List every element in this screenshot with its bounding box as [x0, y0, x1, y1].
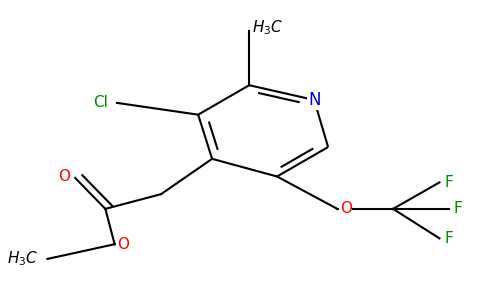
Text: N: N: [308, 91, 320, 109]
Text: O: O: [59, 169, 71, 184]
Text: F: F: [444, 231, 453, 246]
Text: F: F: [444, 175, 453, 190]
Text: O: O: [340, 201, 352, 216]
Text: $H_3C$: $H_3C$: [252, 19, 283, 37]
Text: F: F: [454, 201, 462, 216]
Text: O: O: [117, 237, 129, 252]
Text: Cl: Cl: [93, 95, 107, 110]
Text: $H_3C$: $H_3C$: [7, 250, 38, 268]
